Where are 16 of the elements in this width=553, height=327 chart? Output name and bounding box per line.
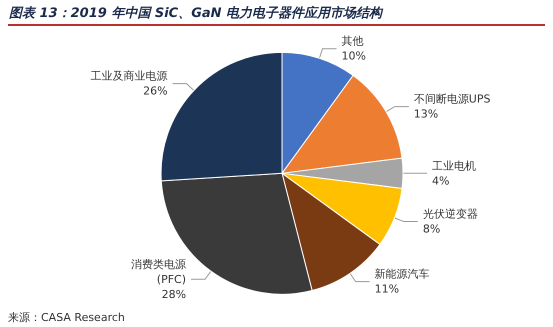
slice-label: 不间断电源UPS — [414, 92, 490, 106]
source-note: 来源：CASA Research — [8, 311, 125, 324]
data-label: 8% — [422, 222, 440, 236]
chart-title: 图表 13：2019 年中国 SiC、GaN 电力电子器件应用市场结构 — [9, 5, 384, 21]
data-label: 10% — [342, 50, 366, 63]
data-label: 11% — [374, 282, 400, 296]
data-label: 13% — [414, 108, 438, 121]
data-label: 26% — [143, 84, 168, 98]
slice-label: 光伏逆变器 — [422, 208, 478, 221]
data-label: 28% — [162, 288, 186, 301]
slice-label: 消费类电源(PFC) — [131, 258, 186, 286]
data-label: 4% — [432, 174, 450, 188]
slice-label: 工业及商业电源 — [90, 70, 168, 83]
slice-label: 工业电机 — [432, 159, 476, 172]
slice-label: 其他 — [342, 34, 364, 48]
slice-label: 新能源汽车 — [374, 268, 430, 281]
